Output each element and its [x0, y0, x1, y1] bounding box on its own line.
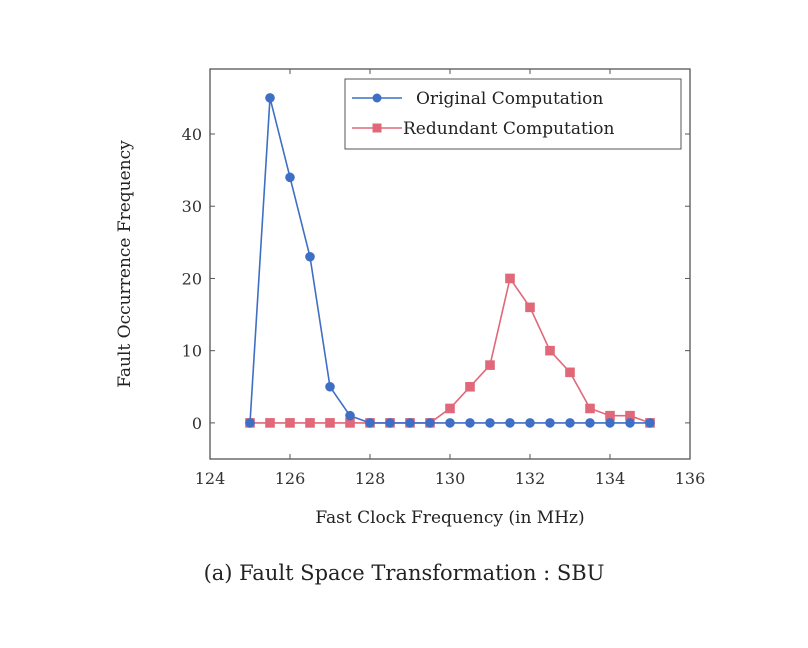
data-point-original [425, 418, 435, 428]
series-layer [245, 93, 655, 428]
x-tick-label: 132 [515, 469, 546, 488]
data-point-redundant [605, 410, 615, 421]
y-tick-label: 20 [182, 269, 202, 288]
data-point-original [625, 418, 635, 428]
x-tick-label: 136 [675, 469, 706, 488]
data-point-original [265, 93, 275, 103]
ticks-layer: 124 126 128 130 132 134 136 0 10 20 30 40 [182, 69, 706, 488]
data-point-original [385, 418, 395, 428]
plot-frame [209, 68, 691, 460]
data-point-original [645, 418, 655, 428]
data-point-redundant [585, 403, 595, 414]
series-line-redundant [250, 276, 651, 424]
x-tick-label: 124 [195, 469, 226, 488]
data-point-original [525, 418, 535, 428]
data-point-redundant [285, 418, 295, 428]
data-point-redundant [485, 360, 495, 370]
data-point-redundant [345, 418, 355, 428]
data-point-redundant [565, 367, 575, 378]
x-axis-label: Fast Clock Frequency (in MHz) [315, 508, 584, 528]
data-point-redundant [505, 273, 515, 284]
data-point-redundant [305, 418, 315, 428]
data-point-original [325, 381, 335, 392]
data-point-redundant [265, 418, 275, 428]
data-point-redundant [545, 345, 555, 356]
figure-caption: (a) Fault Space Transformation : SBU [203, 561, 605, 585]
data-point-redundant [325, 418, 335, 428]
data-point-original [505, 418, 515, 428]
data-point-original [465, 418, 475, 428]
y-tick-label: 40 [182, 125, 202, 144]
y-tick-label: 30 [182, 197, 202, 216]
data-point-original [245, 418, 255, 428]
legend-label-original: Original Computation [416, 89, 603, 109]
data-point-redundant [445, 403, 455, 414]
data-point-original [285, 172, 295, 183]
data-point-original [565, 418, 575, 428]
data-point-original [485, 418, 495, 428]
data-point-original [345, 410, 355, 421]
y-tick-label: 0 [192, 414, 202, 433]
data-point-original [405, 418, 415, 428]
data-point-redundant [465, 381, 475, 392]
data-point-original [585, 418, 595, 428]
data-point-original [305, 251, 315, 262]
data-point-original [365, 418, 375, 428]
legend-marker-redundant [372, 123, 382, 133]
legend: Original Computation Redundant Computati… [344, 78, 682, 150]
y-tick-label: 10 [182, 342, 202, 361]
data-point-redundant [625, 410, 635, 421]
x-tick-label: 128 [355, 469, 386, 488]
data-point-original [605, 418, 615, 428]
data-point-original [545, 418, 555, 428]
x-tick-label: 126 [275, 469, 306, 488]
legend-marker-original [372, 93, 382, 103]
data-point-original [445, 418, 455, 428]
legend-label-redundant: Redundant Computation [403, 119, 615, 139]
x-tick-label: 130 [435, 469, 466, 488]
data-point-redundant [525, 302, 535, 313]
x-tick-label: 134 [595, 469, 626, 488]
legend-box [344, 78, 682, 150]
y-axis-label: Fault Occurrence Frequency [115, 140, 135, 388]
